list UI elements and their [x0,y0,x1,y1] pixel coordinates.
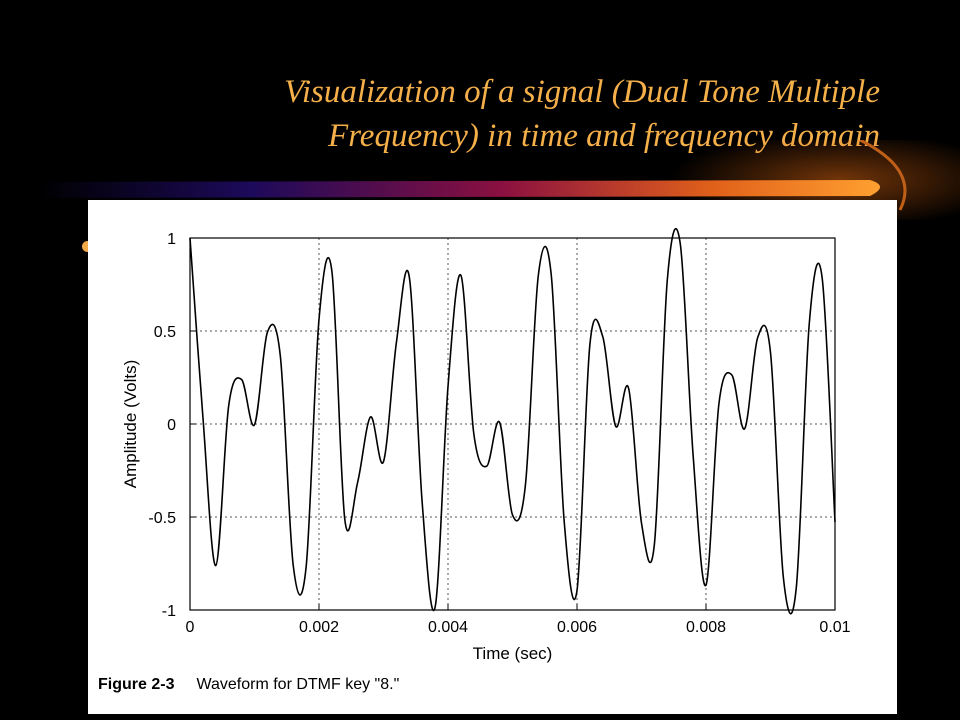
figure-panel: 0 0.002 0.004 0.006 0.008 0.01 -1 -0.5 0 0.5 1 Time… [88,200,897,714]
x-tick-label: 0 [186,619,195,636]
y-tick-label: 1 [167,231,176,248]
y-tick-label: -0.5 [148,510,176,527]
x-tick-label: 0.008 [686,619,726,636]
y-tick-label: -1 [162,603,176,620]
figure-caption-label: Figure 2-3 [98,676,175,693]
figure-caption: Figure 2-3 Waveform for DTMF key "8." [98,676,399,694]
y-tick-label: 0.5 [154,324,176,341]
waveform-line [189,228,836,615]
y-tick-label: 0 [167,417,176,434]
y-axis-label: Amplitude (Volts) [121,360,140,489]
x-tick-label: 0.006 [557,619,597,636]
x-tick-label: 0.01 [819,619,850,636]
x-tick-label: 0.002 [299,619,339,636]
figure-caption-text: Waveform for DTMF key "8." [196,676,400,693]
slide-title: Visualization of a signal (Dual Tone Mul… [284,74,880,154]
bullet-point [82,241,93,252]
dtmf-waveform-chart: 0 0.002 0.004 0.006 0.008 0.01 -1 -0.5 0 0.5 1 Time… [121,228,851,663]
x-tick-label: 0.004 [428,619,468,636]
x-axis-label: Time (sec) [473,644,553,663]
